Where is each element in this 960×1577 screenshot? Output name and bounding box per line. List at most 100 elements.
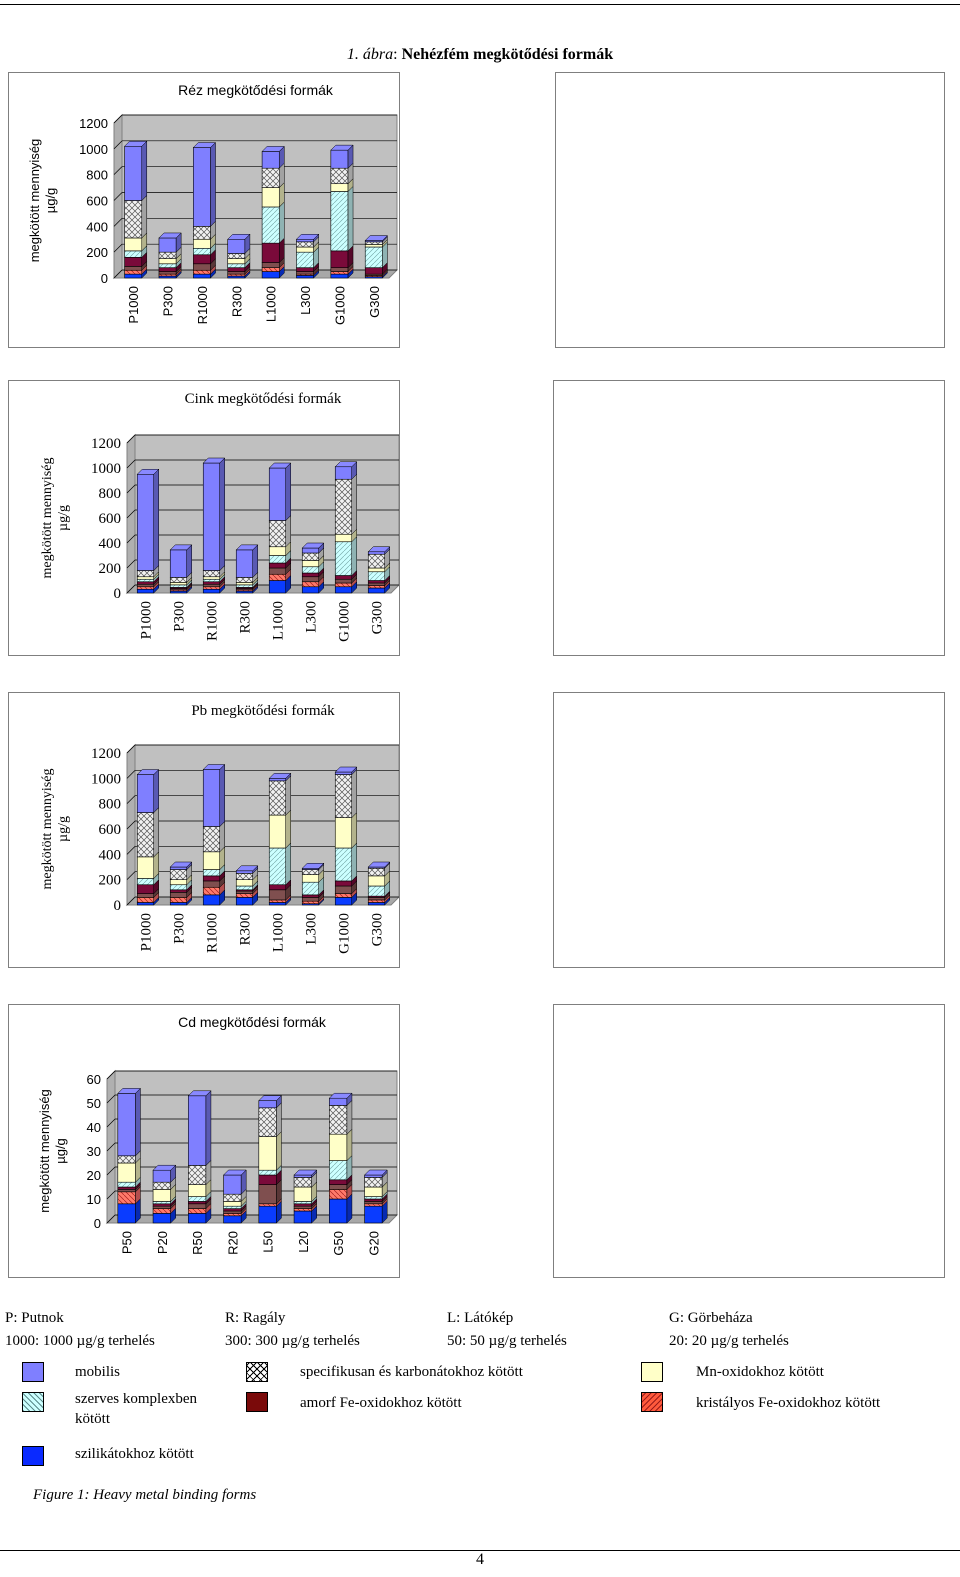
y-tick-label: 10 [87, 1192, 101, 1207]
bar-segment-mnoxid [367, 875, 386, 887]
bar-segment-amorf [188, 1201, 207, 1205]
bar-segment-mnoxid [227, 258, 246, 265]
bar-segment-kristalyos [301, 581, 320, 588]
bar-segment-szerves [235, 584, 254, 588]
bar-segment-extra [334, 885, 353, 894]
figure-caption: Figure 1: Heavy metal binding forms [33, 1487, 257, 1503]
x-tick-label: P300 [172, 913, 188, 944]
bar-segment-amorf [364, 267, 383, 275]
bar-segment-szilikat [293, 1210, 312, 1224]
bar-segment-specifikus [223, 1193, 242, 1202]
chart-panel-2: Réz megkötődési formák Zn, Pb és Cdjelen… [555, 72, 945, 348]
bar-segment-mobilis [367, 551, 386, 555]
key-load-20: 20: 20 µg/g terhelés [669, 1333, 789, 1349]
bar-segment-mnoxid [364, 1186, 383, 1197]
chart-title: Pb megkötődési formák [191, 703, 335, 719]
bar-segment-specifikus [235, 873, 254, 880]
bar-segment-mnoxid [296, 246, 314, 253]
bar-segment-szerves [136, 878, 155, 886]
bar-segment-extra [152, 1205, 171, 1209]
chart-panel-5: Pb megkötődési formák megkötött mennyiség… [8, 692, 400, 968]
bar-segment-szilikat [188, 1213, 207, 1224]
bar-side-specifikus [153, 806, 159, 858]
bar-segment-mnoxid [301, 874, 320, 883]
bar-segment-kristalyos [235, 893, 254, 898]
bar-side-szerves [285, 842, 291, 886]
bar-segment-mobilis [202, 769, 221, 827]
bar-segment-extra [293, 1205, 312, 1209]
chart-title: Cink megkötődési formák [185, 391, 342, 407]
bar-segment-szilikat [169, 902, 188, 906]
figure-title: 1. ábra: Nehézfém megkötődési formák [346, 46, 614, 63]
bar-segment-mobilis [296, 238, 314, 243]
x-tick-label: L300 [304, 913, 320, 945]
x-tick-label: P1000 [139, 601, 155, 639]
bar-segment-mnoxid [364, 244, 383, 248]
bar-segment-amorf [152, 1203, 171, 1207]
bar-segment-specifikus [329, 1105, 348, 1135]
x-tick-label: R1000 [205, 601, 221, 641]
bar-segment-kristalyos [301, 900, 320, 905]
y-tick-label: 40 [87, 1120, 101, 1135]
bar-segment-extra [223, 1210, 242, 1214]
bar-segment-szilikat [223, 1215, 242, 1224]
y-tick-label: 1000 [91, 461, 121, 477]
bar-segment-extra [117, 1189, 136, 1193]
key-gorbehaza: G: Görbeháza [669, 1310, 753, 1326]
bar-top [117, 1088, 142, 1094]
bar-top [158, 232, 182, 239]
y-tick-label: 800 [99, 486, 122, 502]
bar-segment-mnoxid [193, 238, 211, 249]
bar-segment-szilikat [367, 587, 386, 594]
bar-segment-szerves [258, 1169, 277, 1176]
bar-segment-amorf [329, 1179, 348, 1185]
bar-side-specifikus [285, 514, 291, 548]
bar-top [258, 1095, 283, 1101]
x-tick-label: G300 [367, 286, 382, 318]
bar-segment-specifikus [117, 1155, 136, 1164]
bar-segment-kristalyos [261, 267, 280, 272]
bar-segment-szerves [158, 263, 177, 268]
chart-svg-3: Cink megkötődési formák megkötött mennyis… [40, 391, 399, 642]
bar-segment-amorf [334, 575, 353, 580]
bar-top [301, 542, 325, 549]
bar-segment-mobilis [169, 866, 188, 870]
bar-segment-amorf [301, 894, 320, 898]
bar-segment-specifikus [258, 1107, 277, 1137]
y-tick-label: 30 [87, 1144, 101, 1159]
bar-top [227, 234, 251, 240]
bar-segment-kristalyos [188, 1208, 207, 1214]
legend-swatch-mnoxid [641, 1362, 663, 1382]
legend-label-amorf: amorf Fe-oxidokhoz kötött [300, 1395, 462, 1411]
bar-segment-mnoxid [136, 856, 155, 879]
bar-top [295, 234, 320, 240]
chart-svg-7: Cd megkötődési formák megkötött mennyiség… [37, 1014, 399, 1256]
bar-segment-amorf [193, 254, 211, 265]
bar-segment-mobilis [158, 237, 177, 253]
x-tick-label: G1000 [337, 913, 353, 954]
bar-segment-szerves [261, 206, 280, 244]
bar-side-mobilis [285, 462, 291, 522]
chart-title: Cd megkötődési formák [178, 1014, 327, 1030]
bar-segment-specifikus [169, 577, 188, 583]
bar-segment-szerves [293, 1201, 312, 1205]
bar-segment-specifikus [202, 826, 221, 853]
bar-segment-szilikat [329, 1198, 348, 1224]
bar-segment-mobilis [193, 147, 211, 227]
bar-segment-kristalyos [329, 1189, 348, 1200]
x-tick-label: L50 [261, 1231, 276, 1253]
bar-segment-szerves [193, 247, 211, 256]
key-putnok: P: Putnok [5, 1310, 64, 1326]
y-tick-label: 600 [99, 511, 122, 527]
bar-segment-mnoxid [136, 576, 155, 580]
y-tick-label: 60 [87, 1072, 101, 1087]
bar-top [235, 544, 259, 551]
y-axis-label: megkötött mennyiségµg/g [40, 769, 71, 890]
bar-segment-szilikat [334, 586, 353, 594]
page-number: 4 [476, 1551, 484, 1568]
bar-segment-szilikat [235, 897, 254, 906]
bar-segment-amorf [301, 572, 320, 578]
bar-segment-mobilis [202, 462, 221, 571]
bar-segment-mobilis [117, 1093, 136, 1157]
x-tick-label: R1000 [195, 286, 210, 324]
